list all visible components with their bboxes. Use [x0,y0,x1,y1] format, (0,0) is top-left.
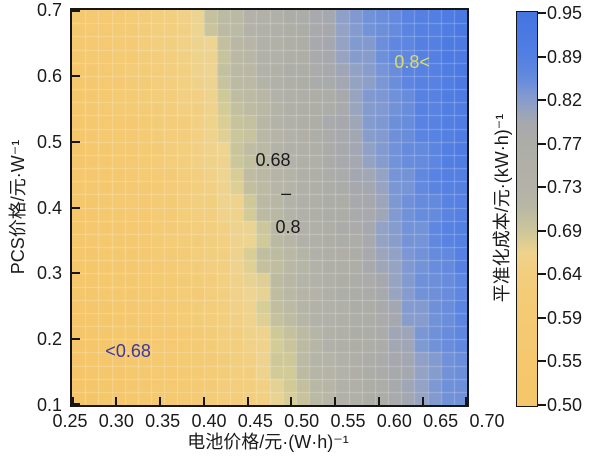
y-axis-tick-mark [72,10,80,12]
x-tick-label: 0.25 [52,411,88,431]
colorbar-tick-mark [538,273,546,276]
x-axis-tick-mark [334,397,337,405]
x-axis-tick-mark [114,397,117,405]
y-axis-tick-mark [72,140,80,143]
colorbar-tick-mark [538,55,546,58]
x-axis-tick-mark [422,397,425,405]
x-tick-label: 0.70 [469,411,505,431]
colorbar-tick-label: 0.89 [547,46,583,67]
x-tick-label: 0.65 [423,411,459,431]
y-tick-label: 0.5 [36,131,62,152]
x-axis-tick-mark [246,397,249,405]
region-annotation: 0.8 [275,216,301,237]
colorbar-tick-label: 0.69 [547,220,583,241]
region-annotation: – [281,182,292,203]
y-tick-label: 0.2 [36,329,62,350]
y-axis-tick-mark [72,272,80,275]
y-tick-label: 0.3 [36,263,62,284]
y-axis-tick-mark [72,403,80,405]
colorbar-tick-mark [538,316,546,319]
colorbar-tick-mark [538,360,546,363]
y-tick-label: 0.4 [36,197,62,218]
colorbar-title: 平准化成本/元·(kW·h)⁻¹ [492,113,512,303]
x-axis-title: 电池价格/元·(W·h)⁻¹ [187,432,349,452]
x-axis-tick-mark [202,397,205,405]
y-tick-label: 0.6 [36,65,62,86]
heatmap-canvas [72,10,467,405]
colorbar-tick-label: 0.82 [547,90,583,111]
colorbar-tick-mark [538,404,546,406]
region-annotation: 0.68 [255,150,291,171]
x-axis-tick-mark [158,397,161,405]
x-tick-label: 0.45 [237,411,273,431]
y-tick-label: 0.7 [36,0,62,20]
y-axis-tick-mark [72,74,80,77]
colorbar-tick-label: 0.55 [547,351,583,372]
x-tick-label: 0.40 [191,411,227,431]
x-tick-label: 0.60 [376,411,412,431]
colorbar-tick-label: 0.50 [547,395,583,415]
colorbar [516,11,538,407]
region-annotation: 0.8< [394,52,430,73]
y-axis-tick-mark [72,338,80,341]
region-annotation: <0.68 [105,340,151,361]
colorbar-tick-label: 0.64 [547,264,583,285]
y-axis-tick-mark [72,206,80,209]
x-axis-tick-mark [72,397,74,405]
y-tick-label: 0.1 [36,395,62,415]
x-axis-tick-mark [290,397,293,405]
x-axis-tick-mark [378,397,381,405]
colorbar-tick-mark [538,186,546,189]
colorbar-tick-mark [538,99,546,102]
colorbar-tick-label: 0.73 [547,177,583,198]
colorbar-tick-mark [538,12,546,14]
colorbar-tick-mark [538,229,546,232]
x-axis-tick-mark [465,397,467,405]
x-tick-label: 0.35 [145,411,181,431]
x-tick-label: 0.30 [98,411,134,431]
plot-area: 0.8< 0.68–0.8 <0.68 [70,8,469,407]
colorbar-tick-label: 0.95 [547,3,583,23]
x-tick-label: 0.55 [330,411,366,431]
colorbar-tick-mark [538,142,546,145]
x-tick-label: 0.50 [284,411,320,431]
colorbar-tick-label: 0.59 [547,307,583,328]
colorbar-tick-label: 0.77 [547,133,583,154]
